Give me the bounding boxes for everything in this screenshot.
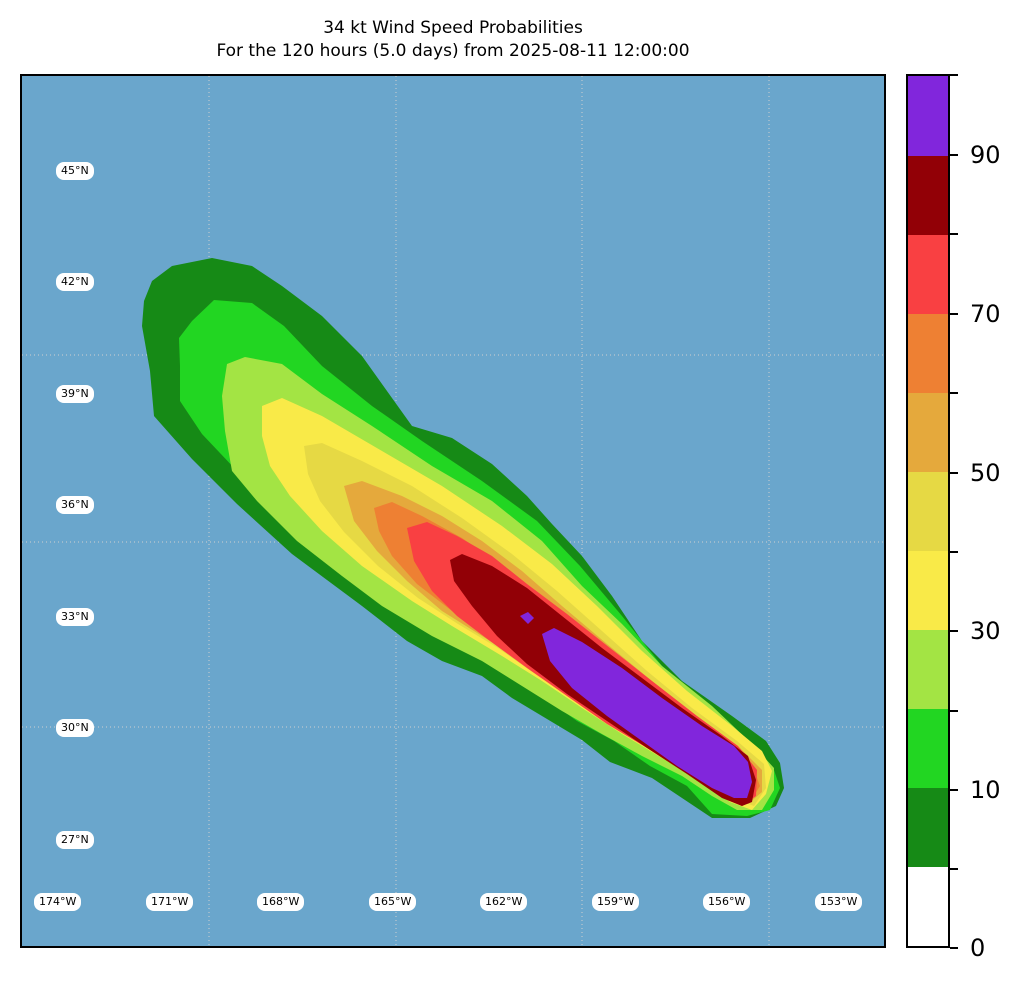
lon-label-153W: 153°W <box>815 893 863 911</box>
colorbar-bin-30-40 <box>908 629 948 710</box>
colorbar-bin-90-100 <box>908 155 948 235</box>
colorbar-bin-0-10 <box>908 866 948 946</box>
lat-label-36N: 36°N <box>56 496 94 514</box>
colorbar-tick <box>950 472 958 474</box>
colorbar-bin-40-50 <box>908 550 948 631</box>
colorbar-tick <box>950 630 958 632</box>
lon-label-165W: 165°W <box>369 893 417 911</box>
lon-label-156W: 156°W <box>703 893 751 911</box>
colorbar-tick <box>950 313 958 315</box>
lon-label-168W: 168°W <box>257 893 305 911</box>
colorbar-bin-70-80 <box>908 313 948 393</box>
colorbar-label-0: 0 <box>970 934 986 962</box>
lon-label-162W: 162°W <box>480 893 528 911</box>
lat-label-42N: 42°N <box>56 273 94 291</box>
lon-label-174W: 174°W <box>34 893 82 911</box>
colorbar-label-10: 10 <box>970 776 1001 804</box>
lat-label-30N: 30°N <box>56 719 94 737</box>
probability-map: 45°N 42°N 39°N 36°N 33°N 30°N 27°N 174°W… <box>20 74 886 948</box>
colorbar-tick <box>950 74 958 76</box>
colorbar <box>906 74 950 948</box>
lat-label-45N: 45°N <box>56 162 94 180</box>
colorbar-tick <box>950 868 958 870</box>
colorbar-tick <box>950 710 958 712</box>
colorbar-tick <box>950 154 958 156</box>
colorbar-bin-20-30 <box>908 708 948 789</box>
colorbar-tick <box>950 789 958 791</box>
colorbar-bin-100-110 <box>908 76 948 156</box>
colorbar-label-30: 30 <box>970 617 1001 645</box>
colorbar-tick <box>950 947 958 949</box>
lon-label-159W: 159°W <box>592 893 640 911</box>
colorbar-tick <box>950 392 958 394</box>
colorbar-label-50: 50 <box>970 459 1001 487</box>
chart-title: 34 kt Wind Speed Probabilities <box>323 18 583 38</box>
contour-100 <box>542 628 752 798</box>
lat-label-27N: 27°N <box>56 831 94 849</box>
colorbar-bin-60-70 <box>908 392 948 472</box>
colorbar-bin-10-20 <box>908 787 948 868</box>
chart-subtitle: For the 120 hours (5.0 days) from 2025-0… <box>216 41 690 61</box>
probability-contours <box>142 258 784 818</box>
lat-label-33N: 33°N <box>56 608 94 626</box>
colorbar-tick <box>950 233 958 235</box>
colorbar-label-70: 70 <box>970 300 1001 328</box>
map-canvas <box>22 76 884 946</box>
colorbar-tick <box>950 551 958 553</box>
colorbar-bin-80-90 <box>908 234 948 314</box>
colorbar-bin-50-60 <box>908 471 948 552</box>
lon-label-171W: 171°W <box>146 893 194 911</box>
contour-100-small <box>520 612 534 624</box>
colorbar-label-90: 90 <box>970 141 1001 169</box>
lat-label-39N: 39°N <box>56 385 94 403</box>
